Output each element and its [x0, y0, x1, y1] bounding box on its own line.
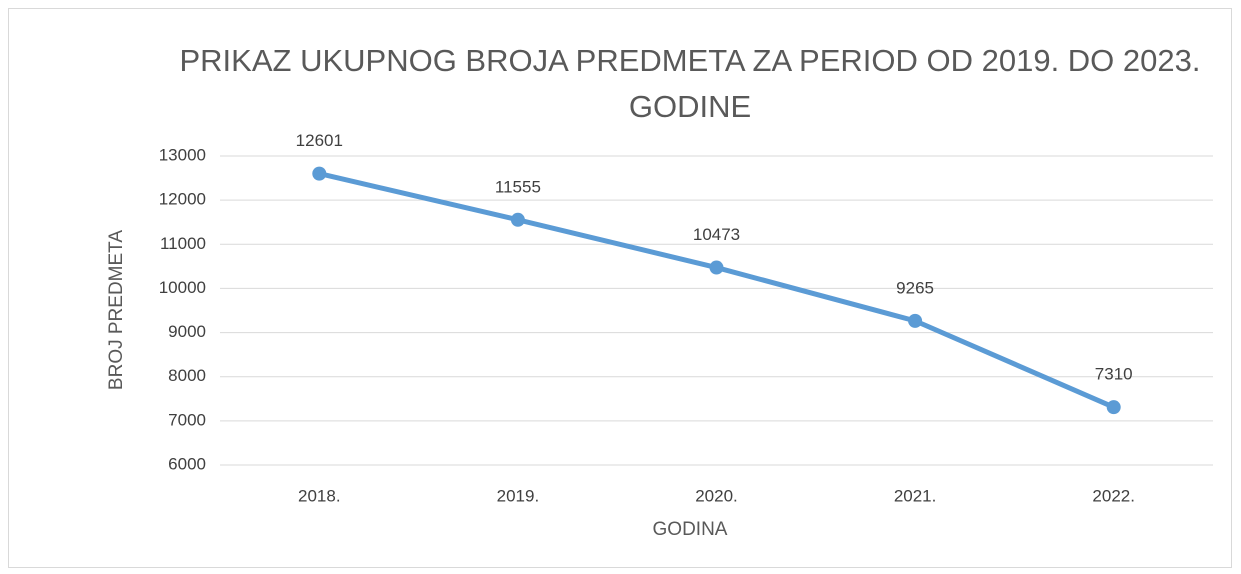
- x-tick-label: 2021.: [894, 486, 937, 505]
- y-tick-label: 9000: [168, 322, 206, 341]
- y-tick-label: 8000: [168, 366, 206, 385]
- data-label: 7310: [1095, 365, 1133, 384]
- chart-title: PRIKAZ UKUPNOG BROJA PREDMETA ZA PERIOD …: [179, 43, 1201, 124]
- y-tick-label: 12000: [159, 190, 206, 209]
- data-label: 9265: [896, 278, 934, 297]
- line: [318, 171, 1115, 410]
- data-label: 10473: [693, 225, 740, 244]
- y-axis-title: BROJ PREDMETA: [106, 230, 127, 390]
- point: [709, 260, 724, 275]
- y-tick-label: 11000: [160, 234, 206, 253]
- data-label: 12601: [296, 131, 343, 150]
- point: [1106, 400, 1121, 415]
- y-tick-label: 10000: [159, 278, 206, 297]
- point: [510, 212, 525, 227]
- x-tick-label: 2022.: [1092, 486, 1135, 505]
- y-tick-label: 13000: [159, 145, 206, 164]
- y-tick-label: 7000: [168, 410, 206, 429]
- y-tick-label: 6000: [168, 454, 206, 473]
- point: [312, 166, 327, 181]
- x-tick-label: 2020.: [695, 486, 738, 505]
- x-axis-title: GODINA: [653, 519, 728, 540]
- chart-frame: [8, 8, 1232, 568]
- point: [908, 313, 923, 328]
- x-tick-label: 2019.: [497, 486, 540, 505]
- x-tick-label: 2018.: [298, 486, 341, 505]
- data-label: 11555: [495, 177, 541, 196]
